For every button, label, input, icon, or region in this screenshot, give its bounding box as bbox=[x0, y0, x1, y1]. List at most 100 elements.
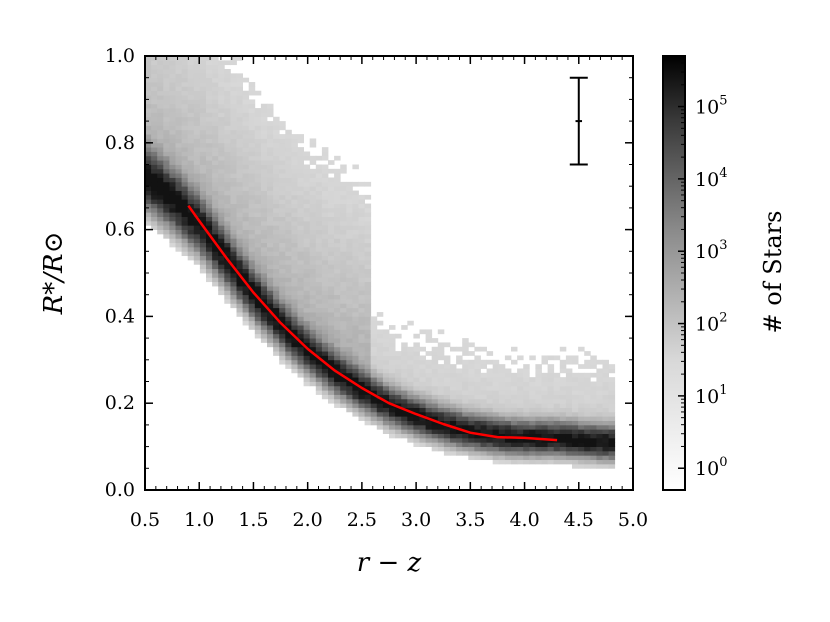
heatmap-cell bbox=[297, 303, 304, 309]
heatmap-cell bbox=[206, 160, 213, 165]
heatmap-cell bbox=[218, 233, 225, 239]
heatmap-cell bbox=[285, 307, 292, 313]
heatmap-cell bbox=[328, 177, 335, 183]
heatmap-cell bbox=[151, 151, 158, 157]
heatmap-cell bbox=[218, 225, 225, 230]
heatmap-cell bbox=[584, 385, 591, 391]
heatmap-cell bbox=[236, 142, 243, 148]
heatmap-cell bbox=[248, 155, 256, 161]
heatmap-cell bbox=[334, 355, 341, 361]
heatmap-cell bbox=[541, 455, 548, 461]
heatmap-cell bbox=[584, 398, 591, 404]
heatmap-cell bbox=[315, 207, 323, 213]
heatmap-cell bbox=[352, 325, 359, 330]
heatmap-cell bbox=[352, 190, 359, 196]
heatmap-cell bbox=[504, 420, 512, 426]
heatmap-cell bbox=[303, 259, 311, 265]
heatmap-cell bbox=[193, 194, 201, 200]
heatmap-cell bbox=[218, 116, 225, 122]
heatmap-cell bbox=[382, 394, 390, 400]
heatmap-cell bbox=[199, 229, 207, 235]
heatmap-cell bbox=[395, 407, 402, 413]
heatmap-cell bbox=[352, 238, 359, 244]
heatmap-cell bbox=[504, 459, 512, 465]
heatmap-cell bbox=[303, 238, 311, 244]
heatmap-cell bbox=[315, 164, 323, 170]
heatmap-cell bbox=[559, 411, 567, 417]
heatmap-cell bbox=[193, 199, 201, 204]
heatmap-cell bbox=[370, 372, 378, 378]
heatmap-cell bbox=[199, 207, 207, 213]
heatmap-cell bbox=[199, 121, 207, 126]
heatmap-cell bbox=[334, 346, 341, 352]
heatmap-cell bbox=[273, 155, 280, 161]
heatmap-cell bbox=[181, 194, 189, 200]
heatmap-cell bbox=[529, 377, 536, 382]
heatmap-cell bbox=[340, 351, 347, 356]
heatmap-cell bbox=[541, 411, 548, 417]
heatmap-cell bbox=[199, 238, 207, 244]
heatmap-cell bbox=[212, 229, 219, 235]
heatmap-cell bbox=[389, 377, 396, 382]
heatmap-cell bbox=[492, 359, 500, 365]
heatmap-cell bbox=[553, 459, 561, 465]
heatmap-cell bbox=[224, 199, 231, 204]
heatmap-cell bbox=[206, 86, 213, 92]
heatmap-cell bbox=[480, 437, 487, 443]
heatmap-cell bbox=[206, 229, 213, 235]
heatmap-cell bbox=[212, 112, 219, 118]
heatmap-cell bbox=[456, 398, 463, 404]
heatmap-cell bbox=[224, 290, 231, 296]
heatmap-cell bbox=[590, 420, 597, 426]
heatmap-cell bbox=[328, 351, 335, 356]
colorbar-tick-label: 105 bbox=[695, 94, 727, 119]
heatmap-cell bbox=[236, 255, 243, 261]
heatmap-cell bbox=[230, 281, 237, 287]
heatmap-cell bbox=[456, 368, 463, 374]
heatmap-cell bbox=[279, 160, 286, 165]
heatmap-cell bbox=[267, 229, 274, 235]
heatmap-cell bbox=[370, 368, 378, 374]
heatmap-cell bbox=[425, 333, 433, 339]
heatmap-cell bbox=[559, 420, 567, 426]
colorbar-tick-label: 103 bbox=[695, 238, 727, 263]
heatmap-cell bbox=[358, 338, 365, 343]
heatmap-cell bbox=[346, 407, 353, 413]
heatmap-cell bbox=[443, 416, 451, 421]
heatmap-cell bbox=[212, 273, 219, 278]
heatmap-cell bbox=[187, 203, 195, 209]
heatmap-cell bbox=[328, 316, 335, 322]
heatmap-cell bbox=[175, 82, 182, 87]
heatmap-cell bbox=[242, 121, 250, 126]
heatmap-cell bbox=[504, 433, 512, 439]
heatmap-cell bbox=[498, 407, 506, 413]
heatmap-cell bbox=[279, 281, 286, 287]
heatmap-cell bbox=[529, 355, 536, 361]
heatmap-cell bbox=[389, 372, 396, 378]
heatmap-cell bbox=[492, 437, 500, 443]
heatmap-cell bbox=[291, 168, 298, 174]
heatmap-cell bbox=[358, 333, 365, 339]
heatmap-cell bbox=[450, 381, 457, 387]
heatmap-cell bbox=[376, 381, 384, 387]
heatmap-cell bbox=[364, 394, 372, 400]
heatmap-cell bbox=[492, 446, 500, 452]
heatmap-cell bbox=[480, 346, 487, 352]
heatmap-cell bbox=[437, 403, 445, 408]
heatmap-cell bbox=[279, 212, 286, 217]
heatmap-cell bbox=[340, 346, 347, 352]
heatmap-cell bbox=[425, 424, 433, 430]
heatmap-cell bbox=[352, 368, 359, 374]
heatmap-cell bbox=[175, 194, 182, 200]
heatmap-cell bbox=[285, 346, 292, 352]
heatmap-cell bbox=[212, 99, 219, 105]
heatmap-cell bbox=[413, 368, 420, 374]
heatmap-cell bbox=[248, 229, 256, 235]
heatmap-cell bbox=[267, 325, 274, 330]
heatmap-cell bbox=[279, 238, 286, 244]
heatmap-cell bbox=[462, 416, 469, 421]
heatmap-cell bbox=[352, 194, 359, 200]
heatmap-cell bbox=[206, 77, 213, 83]
heatmap-cell bbox=[596, 390, 603, 395]
heatmap-cell bbox=[340, 186, 347, 191]
